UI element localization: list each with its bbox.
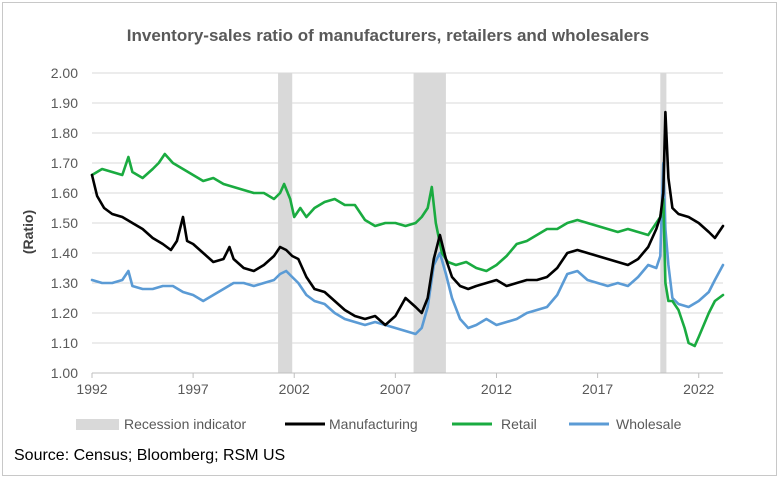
legend-label-recession-indicator: Recession indicator: [124, 416, 247, 432]
x-tick-label: 2017: [582, 381, 613, 397]
series-line-retail: [90, 152, 725, 348]
legend: Recession indicator Manufacturing Retail Wh…: [76, 416, 682, 432]
y-tick-label: 1.80: [51, 125, 78, 141]
y-tick-label: 1.60: [51, 185, 78, 201]
legend-label-manufacturing: Manufacturing: [329, 416, 418, 432]
y-tick-label: 1.40: [51, 245, 78, 261]
x-tick-label: 1997: [178, 381, 209, 397]
x-tick-label: 2007: [380, 381, 411, 397]
x-tick-label: 2012: [481, 381, 512, 397]
legend-swatch-recession-indicator: [76, 419, 119, 430]
y-tick-label: 1.00: [51, 365, 78, 381]
gridlines: [92, 72, 723, 344]
y-tick-label: 1.50: [51, 215, 78, 231]
x-tick-label: 1992: [76, 381, 107, 397]
y-tick-label: 1.20: [51, 305, 78, 321]
y-axis-label: (Ratio): [20, 210, 36, 254]
legend-label-wholesale: Wholesale: [616, 416, 682, 432]
x-tick-label: 2022: [683, 381, 714, 397]
y-axis-ticks: 1.00 1.10 1.20 1.30 1.40 1.50 1.60 1.70 1.80 1.90…: [51, 65, 78, 381]
series-line-manufacturing: [90, 110, 725, 327]
chart-frame: [2, 2, 777, 476]
series-lines: [90, 110, 725, 348]
source-note: Source: Census; Bloomberg; RSM US: [14, 447, 286, 464]
y-tick-label: 2.00: [51, 65, 78, 81]
y-tick-label: 1.70: [51, 155, 78, 171]
chart-title: Inventory-sales ratio of manufacturers, …: [127, 26, 649, 45]
x-tick-label: 2002: [279, 381, 310, 397]
y-tick-label: 1.90: [51, 95, 78, 111]
series-line-wholesale: [90, 161, 725, 336]
legend-label-retail: Retail: [501, 416, 537, 432]
y-tick-label: 1.30: [51, 275, 78, 291]
y-tick-label: 1.10: [51, 335, 78, 351]
x-axis-ticks: 1992 1997 2002 2007 2012 2017 2022: [76, 372, 723, 397]
